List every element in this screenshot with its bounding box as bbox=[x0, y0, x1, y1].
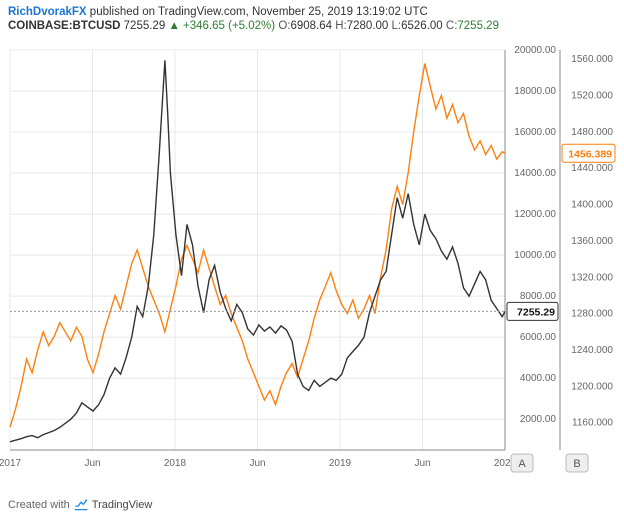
svg-text:Jun: Jun bbox=[249, 458, 265, 469]
svg-text:1480.000: 1480.000 bbox=[571, 127, 613, 138]
up-arrow-icon: ▲ bbox=[168, 20, 179, 32]
svg-text:2000.00: 2000.00 bbox=[520, 414, 557, 425]
svg-text:16000.00: 16000.00 bbox=[514, 127, 556, 138]
svg-text:6000.00: 6000.00 bbox=[520, 332, 557, 343]
svg-text:14000.00: 14000.00 bbox=[514, 168, 556, 179]
ohlc-o: 6908.64 bbox=[290, 20, 332, 32]
svg-text:12000.00: 12000.00 bbox=[514, 209, 556, 220]
ohlc-c: 7255.29 bbox=[457, 20, 499, 32]
footer-brand[interactable]: TradingView bbox=[92, 499, 153, 511]
svg-text:1520.000: 1520.000 bbox=[571, 90, 613, 101]
svg-text:1280.000: 1280.000 bbox=[571, 309, 613, 320]
ohlc-o-label: O: bbox=[278, 20, 290, 32]
ohlc-l-label: L: bbox=[392, 20, 402, 32]
change-abs: +346.65 bbox=[183, 20, 225, 32]
svg-text:1440.000: 1440.000 bbox=[571, 163, 613, 174]
quote-line: COINBASE:BTCUSD 7255.29 ▲ +346.65 (+5.02… bbox=[0, 20, 624, 36]
svg-text:7255.29: 7255.29 bbox=[517, 306, 555, 318]
svg-text:1560.000: 1560.000 bbox=[571, 54, 613, 65]
svg-text:10000.00: 10000.00 bbox=[514, 250, 556, 261]
svg-text:4000.00: 4000.00 bbox=[520, 373, 557, 384]
svg-text:1200.000: 1200.000 bbox=[571, 381, 613, 392]
tradingview-logo-icon bbox=[74, 498, 88, 512]
svg-text:B: B bbox=[573, 458, 580, 470]
symbol[interactable]: COINBASE:BTCUSD bbox=[8, 20, 120, 32]
svg-text:1400.000: 1400.000 bbox=[571, 200, 613, 211]
svg-text:2019: 2019 bbox=[329, 458, 352, 469]
svg-text:2018: 2018 bbox=[164, 458, 187, 469]
publish-header: RichDvorakFX published on TradingView.co… bbox=[0, 0, 624, 20]
svg-text:20000.00: 20000.00 bbox=[514, 45, 556, 56]
ohlc-h: 7280.00 bbox=[347, 20, 389, 32]
change-pct: (+5.02%) bbox=[228, 20, 275, 32]
svg-text:Jun: Jun bbox=[84, 458, 100, 469]
svg-text:8000.00: 8000.00 bbox=[520, 291, 557, 302]
publisher-username[interactable]: RichDvorakFX bbox=[8, 6, 87, 18]
last-price: 7255.29 bbox=[124, 20, 166, 32]
svg-text:Jun: Jun bbox=[414, 458, 430, 469]
svg-text:1160.000: 1160.000 bbox=[572, 418, 613, 429]
svg-text:18000.00: 18000.00 bbox=[514, 86, 556, 97]
svg-text:1320.000: 1320.000 bbox=[571, 272, 613, 283]
ohlc-c-label: C: bbox=[446, 20, 458, 32]
publish-meta: published on TradingView.com, November 2… bbox=[87, 6, 428, 18]
ohlc-l: 6526.00 bbox=[401, 20, 443, 32]
chart-area[interactable]: 20000.00 18000.00 16000.00 14000.00 12000.00… bbox=[0, 38, 624, 490]
svg-text:1360.000: 1360.000 bbox=[571, 236, 613, 247]
svg-text:A: A bbox=[518, 458, 526, 470]
svg-text:1456.389: 1456.389 bbox=[568, 148, 612, 160]
svg-text:2017: 2017 bbox=[0, 458, 22, 469]
ohlc-h-label: H: bbox=[335, 20, 347, 32]
footer-label: Created with bbox=[8, 499, 70, 511]
svg-text:1240.000: 1240.000 bbox=[571, 345, 613, 356]
attribution-footer: Created with TradingView bbox=[0, 494, 624, 516]
